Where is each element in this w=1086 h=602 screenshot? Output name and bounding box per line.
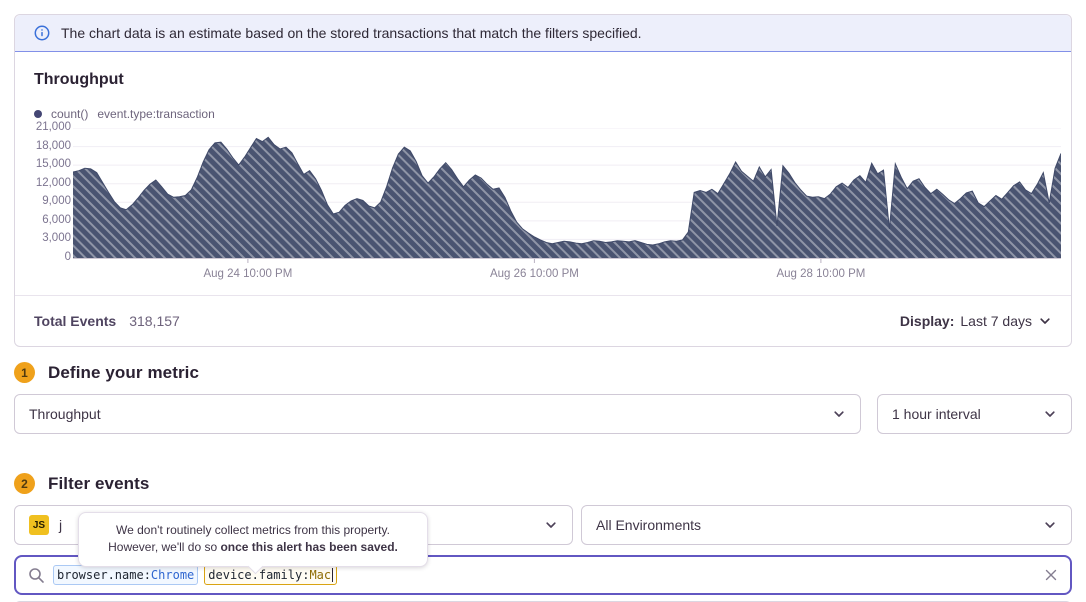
x-axis-label: Aug 26 10:00 PM bbox=[489, 268, 579, 280]
y-axis-label: 12,000 bbox=[35, 176, 71, 189]
javascript-platform-icon: JS bbox=[29, 515, 49, 535]
search-tokens: browser.name: Chrome device.family: Mac bbox=[53, 565, 338, 585]
throughput-chart[interactable] bbox=[72, 127, 1062, 264]
total-events-value: 318,157 bbox=[129, 313, 180, 329]
y-axis-label: 3,000 bbox=[42, 232, 71, 245]
step-2-badge: 2 bbox=[14, 473, 35, 494]
info-banner-text: The chart data is an estimate based on t… bbox=[61, 25, 642, 41]
chart-title: Throughput bbox=[34, 71, 124, 88]
chevron-down-icon bbox=[832, 407, 846, 421]
clear-search-icon[interactable] bbox=[1044, 568, 1058, 582]
display-dropdown[interactable]: Display: Last 7 days bbox=[900, 313, 1052, 329]
x-axis-label: Aug 24 10:00 PM bbox=[203, 268, 293, 280]
section-filter-events: 2 Filter events bbox=[14, 473, 1072, 494]
environment-select[interactable]: All Environments bbox=[581, 505, 1072, 545]
throughput-chart-svg[interactable] bbox=[72, 127, 1062, 264]
section-2-title: Filter events bbox=[48, 473, 150, 493]
info-banner: The chart data is an estimate based on t… bbox=[15, 15, 1071, 52]
legend-filter-label: event.type:transaction bbox=[97, 107, 215, 121]
search-token-device-family[interactable]: device.family: Mac bbox=[204, 565, 338, 585]
chevron-down-icon bbox=[1038, 314, 1052, 328]
chevron-down-icon bbox=[1043, 407, 1057, 421]
x-axis-labels: Aug 24 10:00 PM Aug 26 10:00 PM Aug 28 10:… bbox=[73, 268, 1061, 284]
token-value: Chrome bbox=[150, 568, 195, 582]
info-icon bbox=[34, 25, 50, 41]
y-axis-labels: 0 3,000 6,000 9,000 12,000 15,000 18,000 21,000 bbox=[23, 121, 71, 263]
interval-select-value: 1 hour interval bbox=[892, 406, 981, 422]
token-key: browser.name: bbox=[57, 568, 151, 582]
chevron-down-icon bbox=[1043, 518, 1057, 532]
y-axis-label: 9,000 bbox=[42, 195, 71, 208]
text-caret bbox=[332, 568, 334, 582]
chart-footer: Total Events 318,157 Display: Last 7 day… bbox=[15, 295, 1071, 346]
metric-select-value: Throughput bbox=[29, 406, 101, 422]
section-1-title: Define your metric bbox=[48, 362, 200, 382]
y-axis-label: 15,000 bbox=[35, 158, 71, 171]
legend-series-label: count() bbox=[51, 107, 89, 121]
metric-collection-tooltip: We don't routinely collect metrics from … bbox=[78, 512, 428, 575]
display-label: Display: bbox=[899, 313, 955, 329]
search-icon bbox=[28, 567, 45, 584]
token-value: Mac bbox=[309, 568, 332, 582]
metric-select[interactable]: Throughput bbox=[14, 394, 861, 434]
chart-panel: The chart data is an estimate based on t… bbox=[14, 14, 1072, 347]
display-value: Last 7 days bbox=[960, 313, 1032, 329]
chart-legend: count() event.type:transaction bbox=[34, 107, 215, 121]
y-axis-label: 18,000 bbox=[35, 139, 71, 152]
y-axis-label: 6,000 bbox=[42, 213, 71, 226]
tooltip-line-1: We don't routinely collect metrics from … bbox=[116, 523, 390, 537]
step-1-badge: 1 bbox=[14, 362, 35, 383]
environment-select-value: All Environments bbox=[596, 517, 702, 533]
project-select-value: j bbox=[59, 517, 63, 533]
search-token-browser-name[interactable]: browser.name: Chrome bbox=[53, 565, 199, 585]
section-define-metric: 1 Define your metric bbox=[14, 362, 1072, 383]
x-axis-label: Aug 28 10:00 PM bbox=[776, 268, 866, 280]
interval-select[interactable]: 1 hour interval bbox=[877, 394, 1072, 434]
legend-dot-icon bbox=[34, 110, 42, 118]
total-events-label: Total Events bbox=[34, 313, 117, 329]
tooltip-line-2: However, we'll do so once this alert has… bbox=[108, 540, 398, 555]
token-key: device.family: bbox=[208, 568, 310, 582]
chevron-down-icon bbox=[544, 518, 558, 532]
y-axis-label: 0 bbox=[64, 251, 71, 263]
y-axis-label: 21,000 bbox=[35, 121, 71, 133]
